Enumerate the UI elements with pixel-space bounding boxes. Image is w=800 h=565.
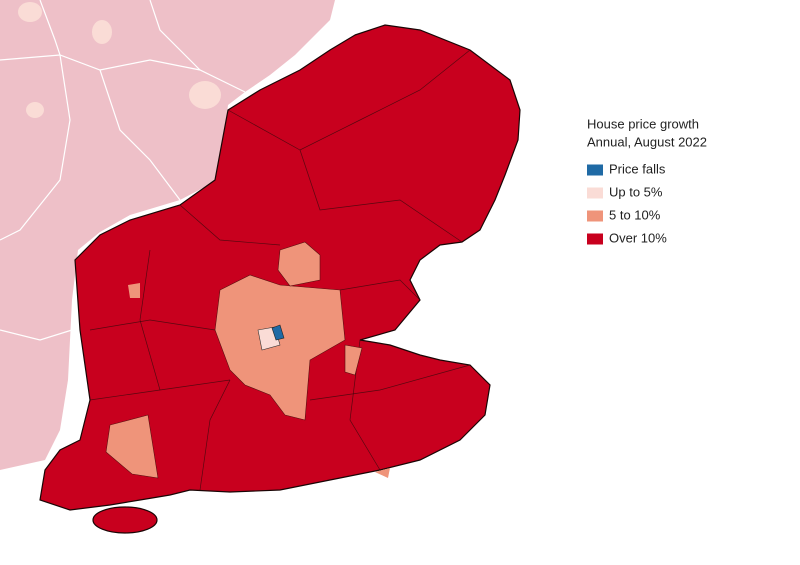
legend-swatch bbox=[587, 187, 603, 199]
legend-label: Up to 5% bbox=[609, 184, 663, 199]
legend: Price falls Up to 5% 5 to 10% Over 10% bbox=[587, 161, 667, 245]
area-5-to-10 bbox=[375, 468, 390, 478]
legend-label: Over 10% bbox=[609, 230, 667, 245]
other-boundaries bbox=[0, 0, 246, 341]
area-5-to-10 bbox=[128, 283, 140, 298]
legend-label: 5 to 10% bbox=[609, 207, 661, 222]
area-over-10 bbox=[92, 506, 158, 534]
area-up-to-5 bbox=[26, 102, 44, 118]
area-price-falls bbox=[271, 324, 285, 341]
district-boundaries bbox=[89, 49, 471, 491]
legend-swatch bbox=[587, 233, 603, 245]
area-5-to-10 bbox=[277, 241, 321, 287]
area-5-to-10 bbox=[344, 344, 363, 376]
legend-subtitle: Annual, August 2022 bbox=[587, 134, 707, 149]
legend-swatch bbox=[587, 210, 603, 222]
area-up-to-5 bbox=[189, 81, 221, 109]
legend-swatch bbox=[587, 164, 603, 176]
area-5-to-10 bbox=[105, 414, 159, 479]
land-other-regions bbox=[0, 0, 335, 470]
legend-label: Price falls bbox=[609, 161, 666, 176]
area-up-to-5 bbox=[18, 2, 42, 22]
area-up-to-5 bbox=[92, 20, 112, 44]
legend-title: House price growth bbox=[587, 116, 699, 131]
area-5-to-10 bbox=[214, 274, 346, 421]
